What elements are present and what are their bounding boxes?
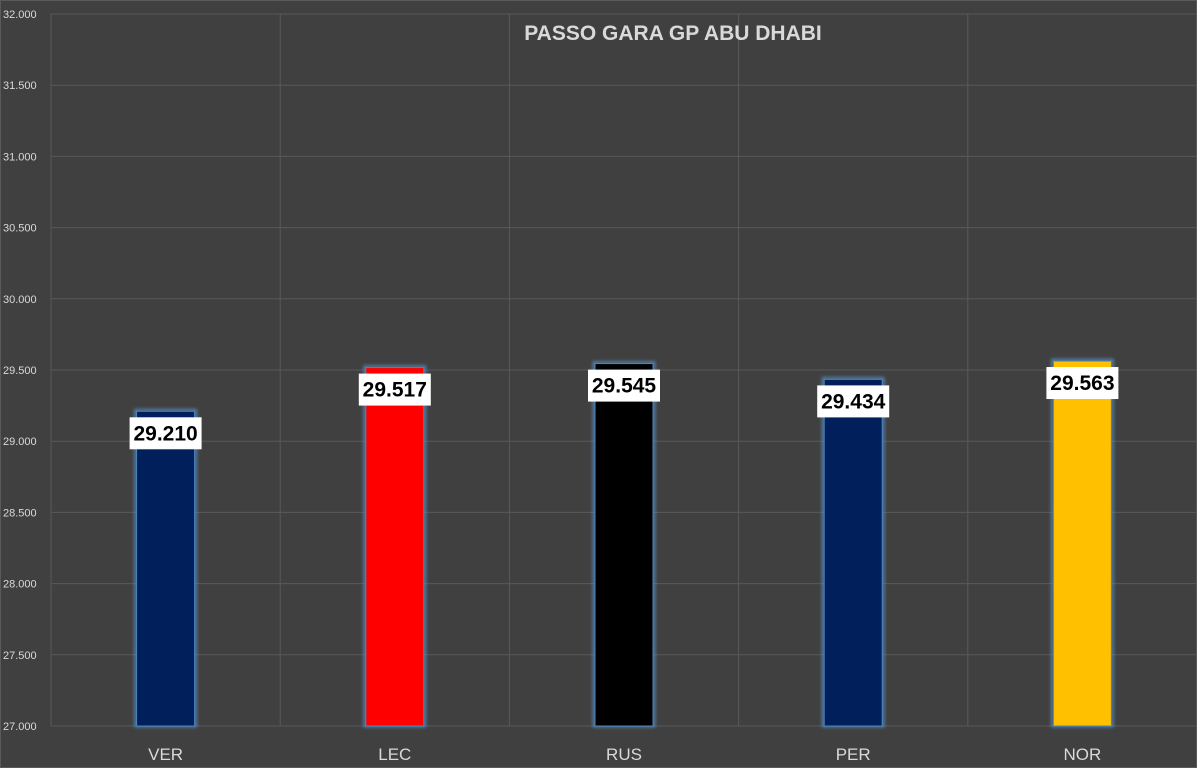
y-tick-label: 31.500 — [3, 80, 37, 92]
data-label-box — [1046, 367, 1119, 400]
y-tick-label: 29.500 — [3, 365, 37, 377]
y-tick-label: 27.500 — [3, 650, 37, 662]
data-label: 29.210 — [133, 422, 197, 445]
x-axis: VER LEC RUS PER NOR — [148, 745, 1101, 764]
data-label: 29.545 — [592, 375, 657, 398]
x-tick-label: VER — [148, 745, 183, 764]
data-label: 29.434 — [821, 390, 886, 413]
data-label: 29.517 — [363, 379, 427, 402]
x-tick-label: LEC — [378, 745, 411, 764]
data-label-box — [817, 385, 890, 418]
data-label: 29.563 — [1050, 372, 1114, 395]
bar-lec — [365, 367, 425, 727]
y-tick-label: 29.000 — [3, 436, 37, 448]
bars — [134, 358, 1114, 728]
bar-per — [823, 378, 883, 727]
bar-ver — [136, 410, 196, 727]
bar-nor — [1052, 360, 1112, 727]
y-tick-label: 27.000 — [3, 721, 37, 733]
data-labels: 29.210 29.517 29.545 29.434 29.563 — [129, 367, 1119, 450]
y-tick-label: 28.000 — [3, 579, 37, 591]
data-label-box — [358, 373, 431, 406]
y-tick-label: 31.000 — [3, 151, 37, 163]
data-label-box — [588, 369, 660, 402]
y-axis: 27.000 27.500 28.000 28.500 29.000 29.500 30.0… — [3, 9, 37, 733]
y-tick-label: 32.000 — [3, 9, 37, 21]
data-label-box — [129, 417, 202, 450]
x-tick-label: PER — [836, 745, 871, 764]
y-tick-label: 30.000 — [3, 294, 37, 306]
y-tick-label: 28.500 — [3, 507, 37, 519]
x-tick-label: NOR — [1064, 745, 1102, 764]
x-tick-label: RUS — [606, 745, 642, 764]
bar-rus — [594, 363, 654, 727]
y-tick-label: 30.500 — [3, 223, 37, 235]
chart-title: PASSO GARA GP ABU DHABI — [524, 22, 822, 45]
